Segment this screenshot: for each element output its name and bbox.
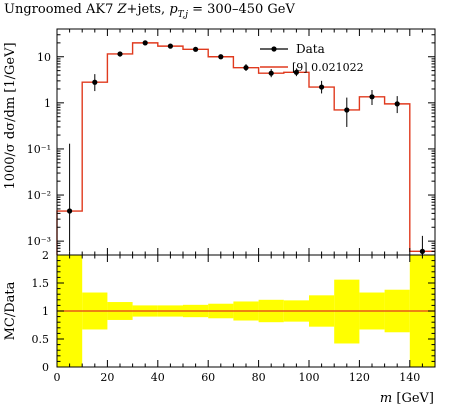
ratio-y-tick-label: 0 [42,361,49,374]
data-point [67,208,73,214]
y-tick-label: 10⁻² [27,189,51,202]
data-point [344,107,350,113]
legend-data-label: Data [296,42,325,56]
main-y-axis-label: 1000/σ dσ/dm [1/GeV] [3,42,18,189]
data-point [293,69,299,75]
ratio-y-axis-label: MC/Data [3,281,18,340]
data-point [142,40,148,46]
data-point [369,94,375,100]
ratio-y-tick-label: 0.5 [32,333,50,346]
main-frame [56,28,436,256]
x-tick-label: 120 [349,371,370,384]
legend-data-marker [271,46,277,52]
data-point [218,54,224,60]
data-point [419,248,425,254]
x-tick-label: 140 [399,371,420,384]
legend-mc-label: [9] 0.021022 [292,61,364,74]
data-point [193,46,199,52]
x-tick-label: 0 [54,371,61,384]
y-tick-label: 10 [37,51,51,64]
y-tick-label: 10⁻¹ [27,143,51,156]
data-point [319,84,325,90]
x-tick-label: 60 [201,371,215,384]
x-tick-label: 80 [252,371,266,384]
data-point [243,65,249,71]
x-tick-label: 100 [299,371,320,384]
x-tick-label: 20 [100,371,114,384]
data-point [92,79,98,85]
data-point [394,101,400,107]
main-panel: 10 1 10⁻¹ 10⁻² 10⁻³ Data [9] 0.021022 [27,28,436,256]
ratio-y-tick-label: 2 [42,249,49,262]
ratio-y-tick-label: 1.5 [32,277,50,290]
ratio-y-tick-label: 1 [42,305,49,318]
x-axis-label: m [GeV] [380,391,434,406]
x-tick-label: 40 [151,371,165,384]
mc-histogram [56,42,435,255]
data-point [167,43,173,49]
plot-title: Ungroomed AK7 Z+jets, pT,j = 300–450 GeV [4,2,295,20]
y-tick-label: 10⁻³ [27,235,51,248]
data-point [117,51,123,57]
data-point [268,70,274,76]
y-tick-label: 1 [44,97,51,110]
ratio-panel: 0 20 40 60 80 100 120 140 0 0.5 1 1.5 2 [32,249,436,384]
